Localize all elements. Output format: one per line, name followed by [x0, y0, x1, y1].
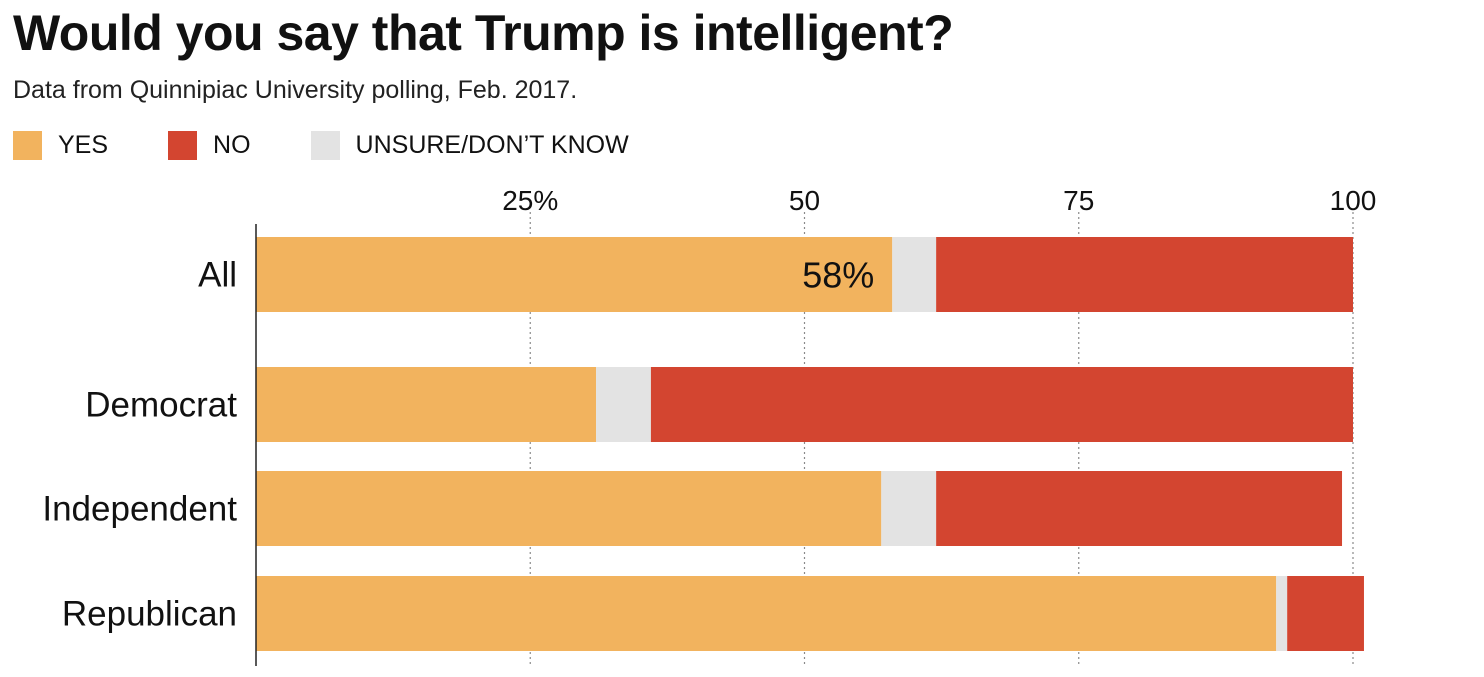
legend-swatch-unsure [310, 130, 340, 160]
bar-republican-unsure-don-t-know [1276, 576, 1288, 651]
bar-democrat-unsure-don-t-know [596, 367, 651, 442]
bar-democrat-no [650, 367, 1353, 442]
category-label-republican: Republican [62, 595, 237, 634]
bar-independent-yes [256, 471, 882, 546]
axis: 25% 50 75 100 [255, 185, 1377, 666]
bar-all-unsure-don-t-know [892, 237, 937, 312]
legend-swatch-yes [13, 130, 42, 160]
x-tick-label-50: 50 [789, 185, 820, 216]
legend-item-no: NO [168, 130, 251, 160]
x-tick-label-100: 100 [1330, 185, 1377, 216]
bars [256, 237, 1364, 651]
legend-label-no: NO [213, 130, 251, 159]
bar-republican-yes [256, 576, 1277, 651]
legend-label-unsure: UNSURE/DON’T KNOW [355, 130, 629, 159]
bar-independent-no [936, 471, 1343, 546]
chart-subtitle: Data from Quinnipiac University polling,… [13, 76, 578, 104]
labels: All Democrat Independent Republican 58% [42, 255, 874, 634]
data-label-all-yes: 58% [802, 255, 874, 296]
legend: YES NO UNSURE/DON’T KNOW [13, 128, 689, 162]
bar-republican-no [1287, 576, 1364, 651]
x-tick-label-25: 25% [502, 185, 558, 216]
legend-label-yes: YES [58, 130, 109, 159]
legend-item-unsure: UNSURE/DON’T KNOW [310, 130, 629, 160]
chart-title: Would you say that Trump is intelligent? [13, 5, 954, 61]
bar-independent-unsure-don-t-know [881, 471, 937, 546]
bar-all-yes [256, 237, 893, 312]
x-tick-label-75: 75 [1063, 185, 1094, 216]
legend-item-yes: YES [13, 130, 109, 160]
category-label-independent: Independent [42, 490, 237, 529]
bar-all-no [936, 237, 1353, 312]
category-label-all: All [198, 256, 237, 295]
bar-democrat-yes [256, 367, 597, 442]
legend-swatch-no [168, 130, 198, 160]
category-label-democrat: Democrat [85, 386, 237, 425]
